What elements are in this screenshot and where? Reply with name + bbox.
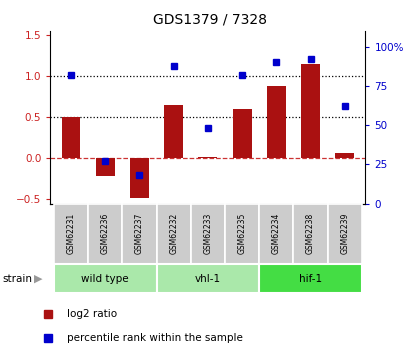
Text: ▶: ▶ [34, 274, 43, 284]
Text: GSM62233: GSM62233 [203, 213, 213, 254]
Text: GSM62231: GSM62231 [66, 213, 76, 254]
Bar [157, 264, 259, 293]
Bar [191, 204, 225, 264]
Text: strain: strain [2, 274, 32, 284]
Bar [259, 264, 362, 293]
Bar [328, 204, 362, 264]
Bar [54, 264, 157, 293]
Text: wild type: wild type [81, 274, 129, 284]
Bar [88, 204, 122, 264]
Text: GSM62232: GSM62232 [169, 213, 178, 254]
Text: GSM62236: GSM62236 [101, 213, 110, 254]
Bar [267, 86, 286, 158]
Bar [96, 158, 115, 176]
Text: hif-1: hif-1 [299, 274, 322, 284]
Bar [225, 204, 259, 264]
Text: log2 ratio: log2 ratio [67, 309, 117, 319]
Text: GSM62235: GSM62235 [238, 213, 247, 254]
Text: GSM62234: GSM62234 [272, 213, 281, 254]
Text: GDS1379 / 7328: GDS1379 / 7328 [153, 12, 267, 26]
Bar [294, 204, 328, 264]
Text: GSM62237: GSM62237 [135, 213, 144, 254]
Bar [301, 64, 320, 158]
Text: GSM62238: GSM62238 [306, 213, 315, 254]
Bar [54, 204, 88, 264]
Bar [130, 158, 149, 198]
Text: vhl-1: vhl-1 [195, 274, 221, 284]
Bar [199, 157, 217, 158]
Bar [259, 204, 294, 264]
Bar [157, 204, 191, 264]
Text: percentile rank within the sample: percentile rank within the sample [67, 333, 243, 343]
Bar [122, 204, 157, 264]
Bar [61, 117, 80, 158]
Text: GSM62239: GSM62239 [340, 213, 349, 254]
Bar [164, 105, 183, 158]
Bar [233, 109, 252, 158]
Bar [336, 152, 354, 158]
